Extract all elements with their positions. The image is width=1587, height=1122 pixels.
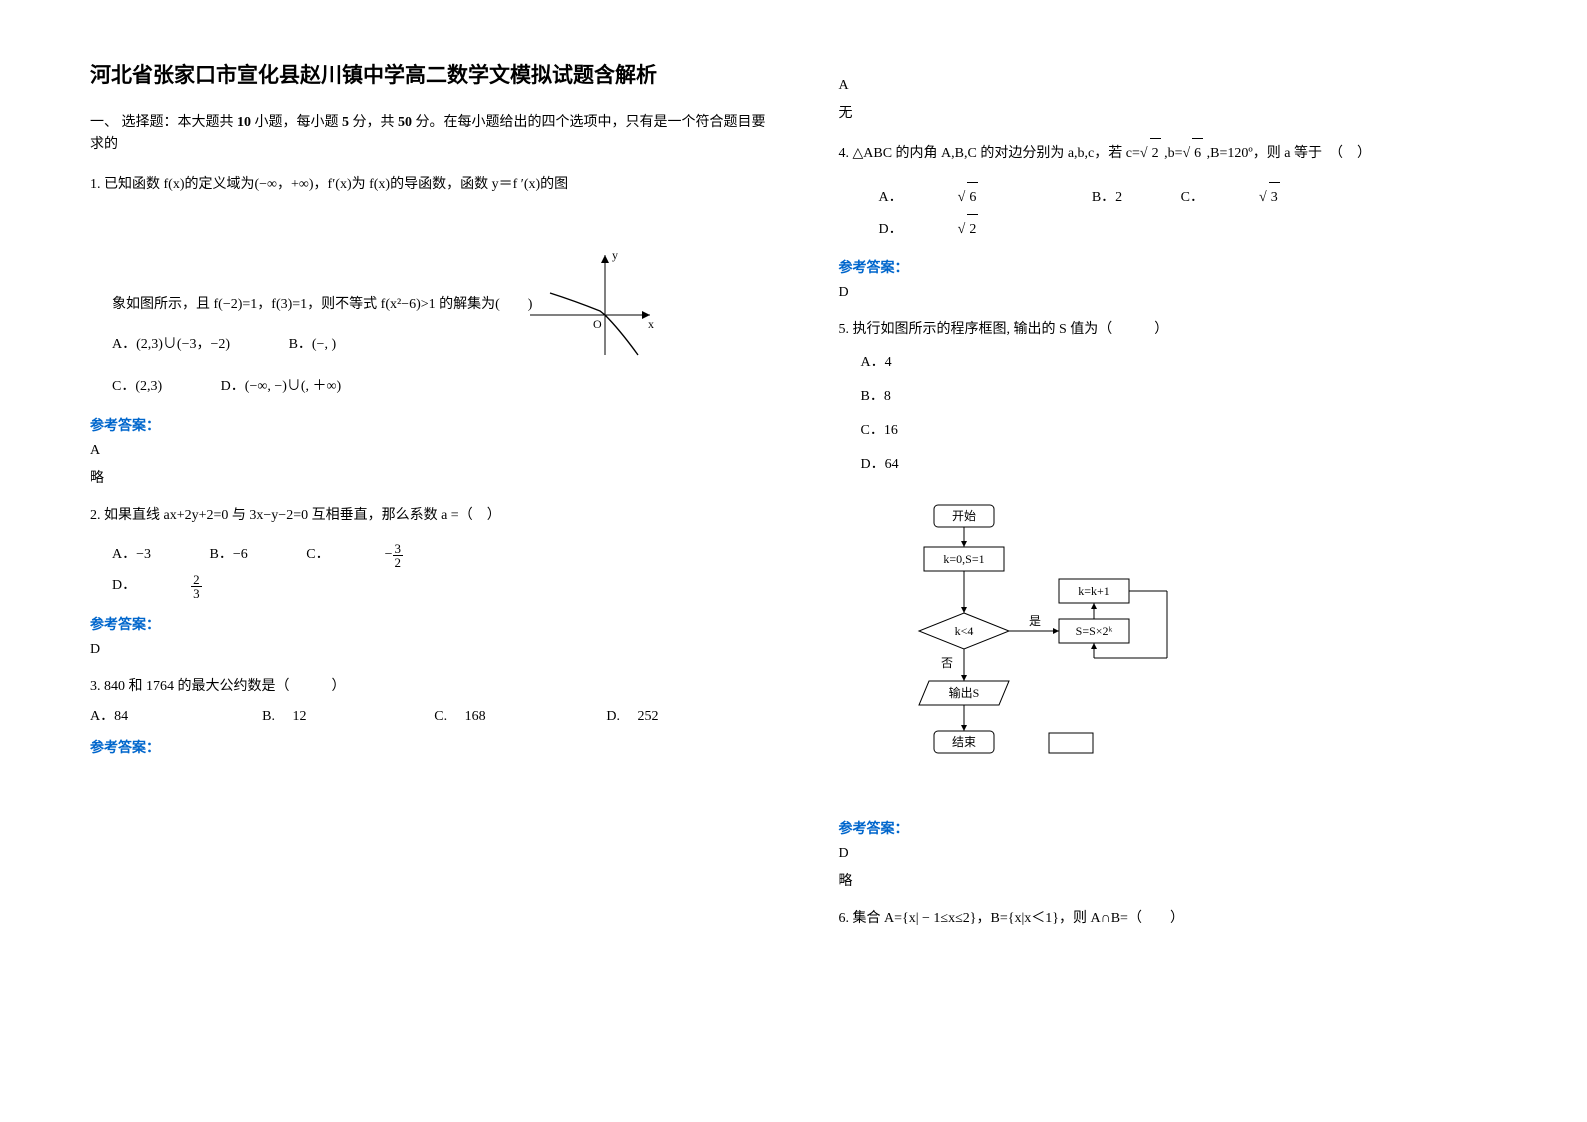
q1-opt-a: A．(2,3)∪(−3，−2): [112, 330, 230, 361]
q4-opt-c: C．√3: [1181, 182, 1335, 214]
q2-opt-b: B．−6: [210, 540, 248, 571]
q5-note: 略: [839, 870, 1528, 890]
q2-opt-a: A．−3: [112, 540, 151, 571]
fc-assign-k: k=k+1: [1078, 584, 1110, 598]
origin-label: O: [593, 317, 602, 331]
q5-opt-c: C．16: [861, 417, 1528, 445]
q2d-pre: D．: [112, 571, 136, 602]
q4-answer: D: [839, 285, 1528, 301]
q5-answer-label: 参考答案：: [839, 818, 1528, 838]
fc-start: 开始: [951, 509, 975, 523]
fc-cond: k<4: [954, 624, 973, 638]
q4c-pre: C．: [1181, 183, 1204, 214]
q2c-pre: C．: [306, 540, 329, 571]
q5-text: 5. 执行如图所示的程序框图, 输出的 S 值为（ ）: [839, 317, 1528, 342]
q4a-pre: A．: [879, 183, 903, 214]
q3-opt-d: D. 252: [606, 705, 778, 725]
q1-opt-b: B．(−, ): [289, 330, 337, 361]
q3-options: A．84 B. 12 C. 168 D. 252: [90, 705, 779, 725]
fc-output: 输出S: [948, 685, 979, 700]
q4-text: 4. △ABC 的内角 A,B,C 的对边分别为 a,b,c，若 c=√2 ,b…: [839, 138, 1528, 170]
sec1-a: 一、 选择题：本大题共: [90, 115, 234, 130]
fc-yes: 是: [1029, 614, 1041, 628]
doc-title: 河北省张家口市宣化县赵川镇中学高二数学文模拟试题含解析: [90, 60, 779, 92]
q2-answer: D: [90, 642, 779, 658]
q2d-num: 2: [191, 573, 202, 587]
q2-options: A．−3 B．−6 C．−32 D．23: [90, 540, 779, 602]
q1-options-row1: A．(2,3)∪(−3，−2) B．(−, ): [90, 330, 779, 361]
q2-opt-c: C．−32: [306, 540, 513, 571]
q1-opt-c: C．(2,3): [112, 372, 162, 403]
q3-text: 3. 840 和 1764 的最大公约数是（ ）: [90, 674, 779, 699]
q5-opt-a: A．4: [861, 349, 1528, 377]
q6-text: 6. 集合 A={x| − 1≤x≤2}，B={x|x＜1}，则 A∩B=（ ）: [839, 906, 1528, 931]
q4a-v: 6: [967, 182, 978, 214]
q4-sq1: 2: [1150, 138, 1161, 170]
q1-answer-label: 参考答案：: [90, 415, 779, 435]
q4d-pre: D．: [879, 215, 903, 246]
q4-answer-label: 参考答案：: [839, 257, 1528, 277]
sec1-c: 小题，每小题: [255, 115, 339, 130]
q4-mid1: ,b=: [1161, 146, 1183, 161]
q3-answer-label: 参考答案：: [90, 737, 779, 757]
q1-options-row2: C．(2,3) D．(−∞, −)∪(, ＋∞): [90, 372, 779, 403]
q5-options: A．4 B．8 C．16 D．64: [839, 349, 1528, 479]
q1-opt-d: D．(−∞, −)∪(, ＋∞): [221, 372, 342, 403]
section-1-heading: 一、 选择题：本大题共 10 小题，每小题 5 分，共 50 分。在每小题给出的…: [90, 112, 779, 157]
fc-assign-s: S=S×2ᵏ: [1075, 624, 1112, 638]
q2-opt-d: D． 23: [112, 571, 312, 602]
sec1-d: 5: [339, 115, 353, 130]
sec1-f: 50: [395, 115, 416, 130]
fc-init: k=0,S=1: [943, 552, 984, 566]
sec1-e: 分，共: [353, 115, 395, 130]
q1-answer: A: [90, 443, 779, 459]
q1-derivative-graph: x y O: [520, 245, 660, 365]
q5-opt-b: B．8: [861, 383, 1528, 411]
q2c-num: 3: [393, 542, 404, 556]
q2-text: 2. 如果直线 ax+2y+2=0 与 3x−y−2=0 互相垂直，那么系数 a…: [90, 503, 779, 528]
q5-flowchart: 开始 k=0,S=1 k<4 是 S=S×2ᵏ k=k+1: [879, 503, 1199, 783]
q2d-den: 3: [191, 587, 202, 600]
q4-options: A．√6 B．2 C．√3 D．√2: [839, 182, 1528, 246]
q5-opt-d: D．64: [861, 451, 1528, 479]
q4-opt-d: D．√2: [879, 214, 1034, 246]
x-axis-label: x: [648, 317, 654, 331]
q2-answer-label: 参考答案：: [90, 614, 779, 634]
fc-no: 否: [941, 656, 953, 670]
q3-none: 无: [839, 102, 1528, 122]
q5-answer: D: [839, 846, 1528, 862]
q1-note: 略: [90, 467, 779, 487]
q4-sq2: 6: [1192, 138, 1203, 170]
q4-opt-a: A．√6: [879, 182, 1034, 214]
q1-text: 1. 已知函数 f(x)的定义域为(−∞，+∞)，f′(x)为 f(x)的导函数…: [90, 172, 779, 197]
q4-pre: 4. △ABC 的内角 A,B,C 的对边分别为 a,b,c，若 c=: [839, 146, 1140, 161]
fc-end: 结束: [951, 735, 975, 749]
sec1-b: 10: [234, 115, 255, 130]
q3-answer: A: [839, 78, 1528, 94]
q2c-den: 2: [393, 556, 404, 569]
q4-opt-b: B．2: [1092, 183, 1122, 214]
y-axis-label: y: [612, 248, 618, 262]
q3-opt-a: A．84: [90, 705, 262, 725]
q4d-v: 2: [967, 214, 978, 246]
q3-opt-c: C. 168: [434, 705, 606, 725]
q1-text2: 象如图所示，且 f(−2)=1，f(3)=1，则不等式 f(x²−6)>1 的解…: [90, 292, 779, 317]
q4c-v: 3: [1269, 182, 1280, 214]
q4-mid2: ,B=120º，则 a 等于 （ ）: [1203, 146, 1371, 161]
q3-opt-b: B. 12: [262, 705, 434, 725]
